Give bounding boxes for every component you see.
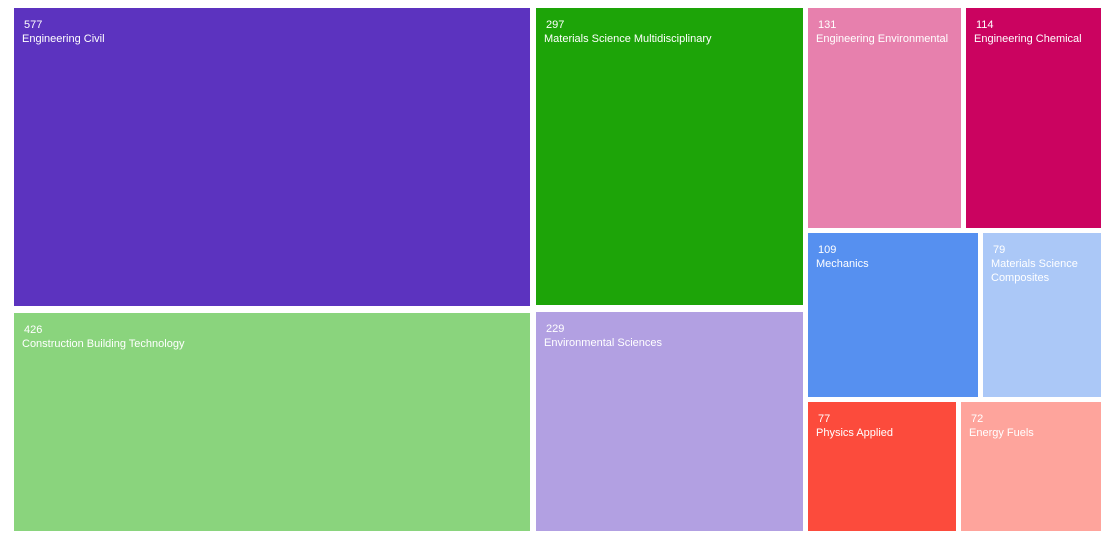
tile-value: 79 bbox=[993, 244, 1006, 256]
tile-value: 297 bbox=[546, 19, 565, 31]
treemap-tile-engineering-civil[interactable]: 577 Engineering Civil bbox=[14, 8, 530, 306]
treemap-tile-engineering-chemical[interactable]: 114 Engineering Chemical bbox=[966, 8, 1101, 228]
tile-label: Physics Applied bbox=[816, 427, 894, 439]
treemap-tile-physics-applied[interactable]: 77 Physics Applied bbox=[808, 402, 956, 531]
treemap-tile-mechanics[interactable]: 109 Mechanics bbox=[808, 233, 978, 397]
tile-label: Environmental Sciences bbox=[544, 337, 663, 349]
tile-value: 109 bbox=[818, 244, 837, 256]
treemap-tile-environmental-sciences[interactable]: 229 Environmental Sciences bbox=[536, 312, 803, 531]
treemap-tile-energy-fuels[interactable]: 72 Energy Fuels bbox=[961, 402, 1101, 531]
tile-value: 77 bbox=[818, 413, 831, 425]
tile-label: Energy Fuels bbox=[969, 427, 1034, 439]
tile-label: Engineering Environmental bbox=[816, 33, 949, 45]
tile-label: Engineering Civil bbox=[22, 33, 105, 45]
tile-value: 114 bbox=[976, 19, 994, 31]
tile-label: Materials Science Composites bbox=[991, 258, 1078, 284]
tile-value: 426 bbox=[24, 324, 43, 336]
tile-value: 131 bbox=[818, 19, 837, 31]
treemap-tile-construction-building-technology[interactable]: 426 Construction Building Technology bbox=[14, 313, 530, 531]
tile-label: Mechanics bbox=[816, 258, 869, 270]
treemap-tile-materials-science-composites[interactable]: 79 Materials Science Composites bbox=[983, 233, 1101, 397]
treemap-tile-engineering-environmental[interactable]: 131 Engineering Environmental bbox=[808, 8, 961, 228]
tile-label: Materials Science Multidisciplinary bbox=[544, 33, 712, 45]
tile-value: 577 bbox=[24, 19, 43, 31]
tile-label: Construction Building Technology bbox=[22, 338, 185, 350]
treemap-tile-materials-science-multidisciplinary[interactable]: 297 Materials Science Multidisciplinary bbox=[536, 8, 803, 305]
tile-value: 229 bbox=[546, 323, 565, 335]
tile-value: 72 bbox=[971, 413, 984, 425]
tile-label: Engineering Chemical bbox=[974, 33, 1082, 45]
